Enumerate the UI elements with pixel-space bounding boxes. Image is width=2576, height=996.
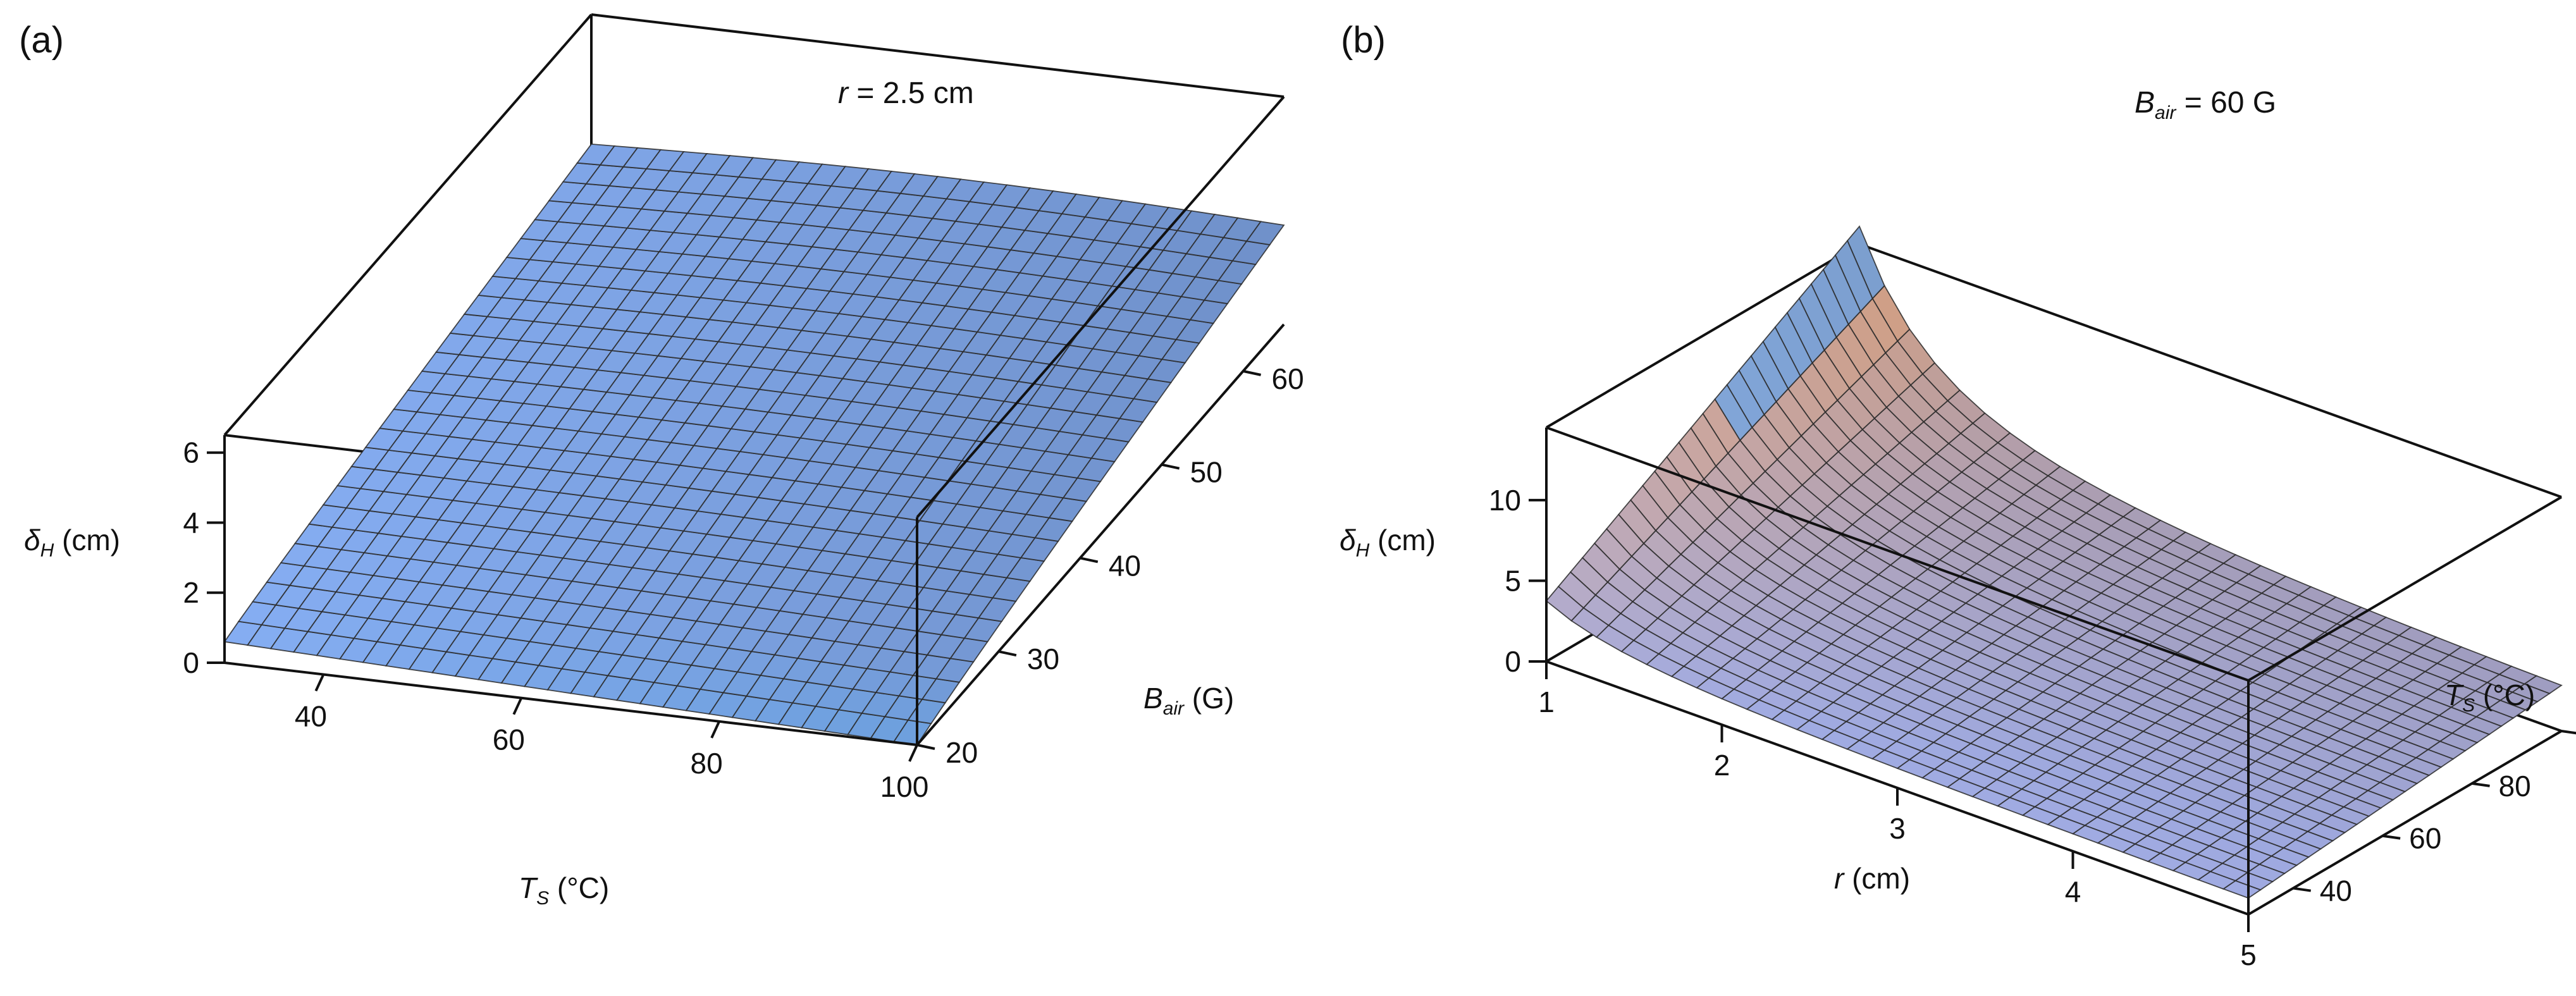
x-axis-label: TS (°C) <box>519 871 609 909</box>
panel-a: (a) r = 2.5 cm 0 2 4 6 40 60 80 100 20 30 40 50 60 δH… <box>19 13 1304 909</box>
y-tick <box>2382 834 2401 840</box>
y-tick-label: 40 <box>2320 875 2352 907</box>
y-tick <box>1161 463 1180 470</box>
y-tick-label: 50 <box>1190 456 1223 489</box>
z-tick-label: 0 <box>1505 645 1521 678</box>
chart-a-svg: 0 2 4 6 40 60 80 100 20 30 40 50 60 δH (cm) TS (°C) Bai… <box>24 13 1304 909</box>
box-edge <box>591 13 1285 98</box>
z-tick-label: 5 <box>1505 564 1521 597</box>
box-edge <box>2247 730 2563 916</box>
box-edge <box>1859 243 2562 498</box>
z-axis-label: δH (cm) <box>1340 524 1436 561</box>
y-tick-label: 60 <box>2409 822 2441 855</box>
panel-b: (b) Bair = 60 G 051012345406080100δH (cm… <box>1316 0 2576 996</box>
x-tick-label: 2 <box>1714 749 1730 782</box>
y-tick-label: 60 <box>1272 362 1304 395</box>
y-tick <box>1080 556 1099 563</box>
y-tick <box>2293 887 2311 892</box>
panel-a-annotation: r = 2.5 cm <box>838 77 974 110</box>
x-tick-label: 100 <box>880 770 929 803</box>
x-axis-label: r (cm) <box>1834 862 1910 895</box>
x-tick <box>512 697 523 715</box>
x-tick-label: 3 <box>1889 812 1906 845</box>
box-edge <box>223 13 593 436</box>
x-tick-label: 60 <box>493 723 525 756</box>
y-tick-label: 80 <box>2499 770 2531 802</box>
surface-patch <box>1545 586 1585 622</box>
z-tick-label: 0 <box>183 646 199 679</box>
x-tick-label: 4 <box>2065 875 2081 908</box>
chart-b-svg: 051012345406080100δH (cm)r (cm)TS (°C) <box>1340 225 2576 971</box>
z-tick-label: 6 <box>183 436 199 469</box>
box-edge <box>916 95 1285 519</box>
y-tick-label: 20 <box>946 736 978 769</box>
x-tick-label: 40 <box>295 700 327 733</box>
panel-a-label: (a) <box>19 20 64 61</box>
surface-mesh <box>223 143 1285 746</box>
box-edge <box>224 661 918 746</box>
z-tick-label: 10 <box>1489 484 1521 517</box>
x-tick-label: 1 <box>1538 686 1555 718</box>
panel-b-label: (b) <box>1341 20 1386 61</box>
x-tick <box>710 721 720 739</box>
y-axis-label: Bair (G) <box>1143 682 1234 719</box>
y-tick-label: 30 <box>1027 642 1059 675</box>
panel-b-annotation: Bair = 60 G <box>2135 86 2277 123</box>
y-tick <box>2561 730 2576 735</box>
y-axis-label: TS (°C) <box>2444 679 2535 716</box>
z-axis-label: δH (cm) <box>24 524 120 561</box>
y-tick <box>916 744 935 750</box>
x-tick-label: 80 <box>691 747 723 780</box>
box-edge <box>1545 243 1861 429</box>
surface-patch <box>1245 221 1285 245</box>
box-edge <box>1546 426 2249 682</box>
box-edge <box>916 323 1285 746</box>
z-tick-label: 4 <box>183 506 199 539</box>
y-tick <box>2472 782 2490 787</box>
y-tick-label: 40 <box>1109 549 1141 582</box>
x-tick-label: 5 <box>2240 938 2257 971</box>
x-tick <box>314 673 325 692</box>
z-tick-label: 2 <box>183 576 199 609</box>
y-tick <box>998 650 1017 657</box>
y-tick <box>1243 369 1261 376</box>
surface-mesh <box>1545 225 2563 899</box>
box-edge <box>2247 496 2563 682</box>
x-tick <box>908 744 918 762</box>
